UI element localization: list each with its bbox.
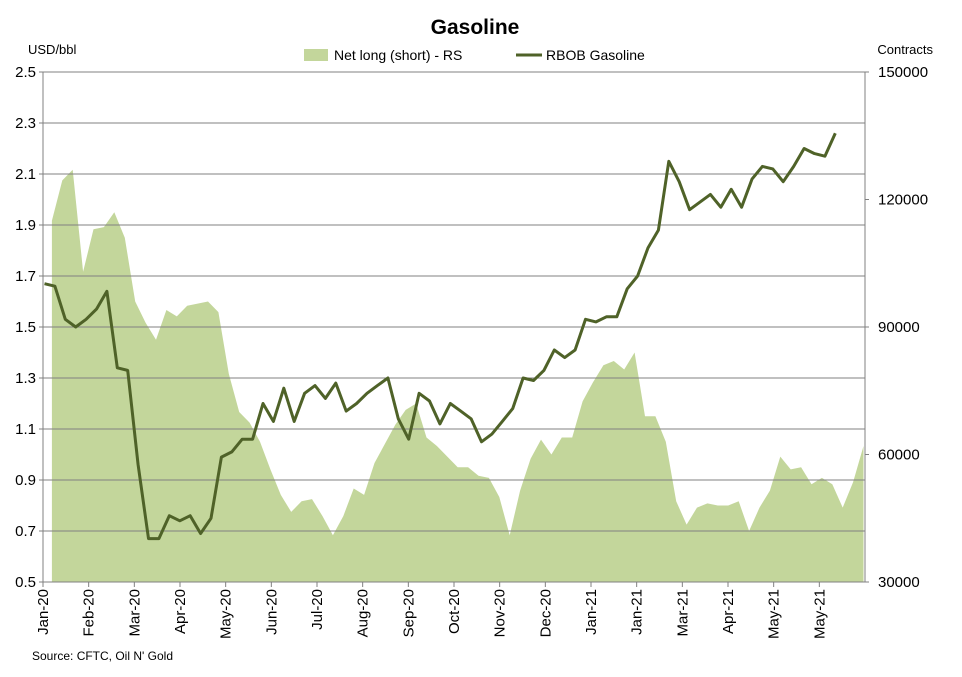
x-tick-label: May-21 — [811, 589, 828, 639]
x-tick-label: Apr-21 — [720, 589, 737, 634]
x-tick-label: Jan-21 — [629, 589, 646, 635]
x-tick-label: Nov-20 — [492, 589, 509, 637]
source-note: Source: CFTC, Oil N' Gold — [32, 649, 173, 663]
left-tick-label: 1.7 — [15, 268, 36, 285]
left-tick-label: 1.1 — [15, 421, 36, 438]
right-tick-label: 60000 — [878, 447, 920, 464]
x-tick-label: Sep-20 — [400, 589, 417, 637]
x-tick-label: Mar-20 — [126, 589, 143, 637]
chart-title: Gasoline — [431, 16, 520, 39]
left-axis-unit: USD/bbl — [28, 42, 77, 57]
right-tick-label: 30000 — [878, 574, 920, 591]
left-tick-label: 0.5 — [15, 574, 36, 591]
legend-label-net-long: Net long (short) - RS — [334, 47, 462, 63]
x-tick-label: Jun-20 — [263, 589, 280, 635]
x-tick-label: Jan-20 — [35, 589, 52, 635]
legend: Net long (short) - RS RBOB Gasoline — [304, 47, 645, 63]
right-axis-unit: Contracts — [877, 42, 933, 57]
left-tick-label: 0.7 — [15, 523, 36, 540]
left-tick-label: 0.9 — [15, 472, 36, 489]
left-tick-label: 2.1 — [15, 166, 36, 183]
x-tick-label: Apr-20 — [172, 589, 189, 634]
left-tick-label: 1.9 — [15, 217, 36, 234]
x-tick-label: May-21 — [766, 589, 783, 639]
right-tick-label: 150000 — [878, 64, 928, 81]
left-tick-label: 2.3 — [15, 115, 36, 132]
left-tick-label: 1.5 — [15, 319, 36, 336]
right-tick-label: 120000 — [878, 192, 928, 209]
plot-area: 0.5 0.7 0.9 1.1 1.3 1.5 1.7 1.9 2.1 2.3 2.5 30000 60… — [15, 64, 928, 639]
x-tick-label: Dec-20 — [537, 589, 554, 637]
x-tick-label: Jan-21 — [583, 589, 600, 635]
x-tick-label: May-20 — [218, 589, 235, 639]
legend-swatch-net-long — [304, 49, 328, 61]
x-tick-label: Jul-20 — [309, 589, 326, 630]
right-tick-label: 90000 — [878, 319, 920, 336]
left-tick-label: 1.3 — [15, 370, 36, 387]
x-tick-label: Oct-20 — [446, 589, 463, 634]
series-rbob-line — [44, 132, 837, 541]
series-net-long-area — [51, 169, 864, 583]
x-tick-label: Feb-20 — [81, 589, 98, 637]
left-tick-label: 2.5 — [15, 64, 36, 81]
x-tick-label: Mar-21 — [674, 589, 691, 637]
x-tick-label: Aug-20 — [355, 589, 372, 637]
legend-label-rbob: RBOB Gasoline — [546, 47, 645, 63]
